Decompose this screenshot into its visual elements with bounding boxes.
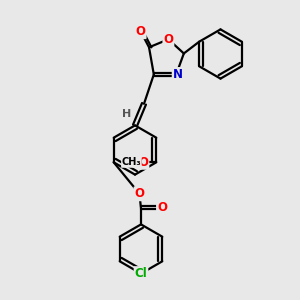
Text: O: O xyxy=(157,201,167,214)
Text: CH₃: CH₃ xyxy=(122,157,141,167)
Text: N: N xyxy=(173,68,183,81)
Text: O: O xyxy=(164,33,173,46)
Text: O: O xyxy=(134,187,145,200)
Text: O: O xyxy=(136,25,146,38)
Text: H: H xyxy=(122,109,131,119)
Text: O: O xyxy=(138,156,148,169)
Text: Cl: Cl xyxy=(135,267,147,280)
